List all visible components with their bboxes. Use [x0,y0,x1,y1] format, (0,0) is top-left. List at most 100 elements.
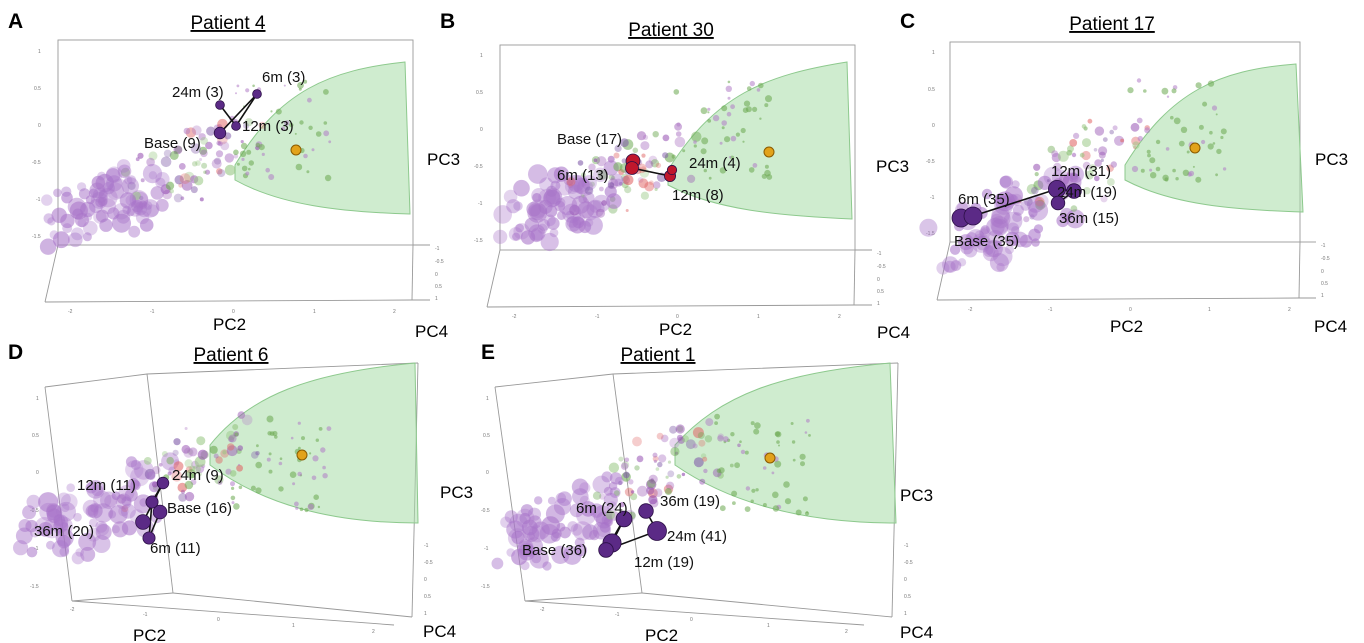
background-sample-point [135,157,140,162]
background-sample-point [205,141,213,150]
background-sample-point [192,161,198,167]
background-sample-point [233,153,239,159]
background-sample-point [759,117,762,120]
background-sample-point [567,521,578,532]
background-sample-point [196,436,206,446]
background-sample-point [137,152,144,159]
background-sample-point [142,164,163,184]
background-sample-point [328,140,332,144]
background-sample-point [323,121,328,125]
background-sample-point [1011,180,1020,189]
background-sample-point [637,485,648,497]
background-sample-point [640,191,649,200]
background-sample-point [146,471,156,481]
background-sample-point [520,504,534,517]
background-sample-point [654,187,658,191]
panel-d-reference-point [296,449,308,461]
trajectory-point-label: 24m (41) [667,528,727,545]
panel-c-x-ticks: -2 -1 0 1 2 [968,307,1291,313]
background-sample-point [1110,161,1117,168]
z-tick-label: -1 [424,543,429,549]
background-sample-point [298,446,301,450]
background-sample-point [98,196,108,207]
background-sample-point [104,494,117,508]
trajectory-point-label: Base (17) [557,131,622,148]
background-sample-point [613,162,623,172]
panel-d-letter: D [8,341,23,364]
background-sample-point [195,160,201,166]
background-sample-point [1215,113,1218,116]
panel-d-plot: D Patient 6 -2 -1 0 1 2 1 0.5 0 -0.5 -1 … [8,341,473,643]
background-sample-point [714,413,720,420]
z-tick-label: 0.5 [904,594,911,600]
background-sample-point [1102,137,1108,143]
trajectory-segment [219,93,258,134]
background-sample-point [1201,139,1206,145]
background-sample-point [619,501,625,508]
background-sample-point [555,177,574,196]
trajectory-point-label: 36m (20) [34,523,94,540]
background-sample-point [652,131,659,138]
background-sample-point [105,168,121,183]
background-sample-point [712,114,720,122]
panel-e-title: Patient 1 [621,345,696,366]
background-sample-point [520,560,530,571]
y-tick-label: 1 [36,396,39,402]
background-sample-point [280,126,286,131]
background-sample-point [243,122,250,129]
background-sample-point [178,493,187,502]
background-sample-point [1012,204,1024,216]
y-tick-label: 1 [486,396,489,402]
trajectory-point [1066,183,1082,199]
y-tick-label: 0.5 [928,87,935,93]
background-sample-point [578,178,587,187]
trajectory-point [213,126,227,140]
x-tick-label: 2 [393,309,396,315]
background-sample-point [624,487,634,497]
background-sample-point [607,182,615,189]
background-sample-point [172,449,179,456]
background-sample-point [200,149,208,158]
background-sample-point [119,192,137,209]
background-sample-point [580,501,596,517]
background-sample-point [82,232,92,242]
background-sample-point [603,486,613,496]
background-sample-point [737,443,741,448]
background-sample-point [258,121,266,129]
x-tick-label: 0 [690,617,693,623]
background-sample-point [708,176,712,180]
background-sample-point [528,164,548,184]
y-tick-label: -1.5 [32,234,41,240]
background-sample-point [189,473,195,479]
background-sample-point [648,495,658,505]
background-sample-point [1006,222,1020,235]
background-sample-point [610,173,624,187]
background-sample-point [299,507,304,512]
background-sample-point [571,478,589,496]
panel-c-reference-point [1189,142,1201,154]
background-sample-point [528,515,542,529]
background-sample-point [268,452,272,456]
background-sample-point [491,557,504,570]
background-sample-point [701,137,709,145]
background-sample-point [1065,209,1085,229]
background-sample-point [289,471,297,478]
background-sample-point [572,216,585,229]
background-sample-point [1207,80,1215,87]
background-sample-point [1005,231,1020,247]
background-sample-point [630,490,635,494]
background-sample-point [520,230,536,245]
background-sample-point [740,127,746,134]
background-sample-point [95,524,112,540]
background-sample-point [676,425,684,432]
background-sample-point [567,184,583,200]
background-sample-point [783,481,790,488]
background-sample-point [284,120,290,126]
background-sample-point [990,208,1011,229]
background-sample-point [55,528,74,547]
background-sample-point [1069,139,1078,147]
background-sample-point [675,131,682,137]
background-sample-point [245,171,250,176]
background-sample-point [1146,149,1151,154]
background-sample-point [1137,135,1143,142]
